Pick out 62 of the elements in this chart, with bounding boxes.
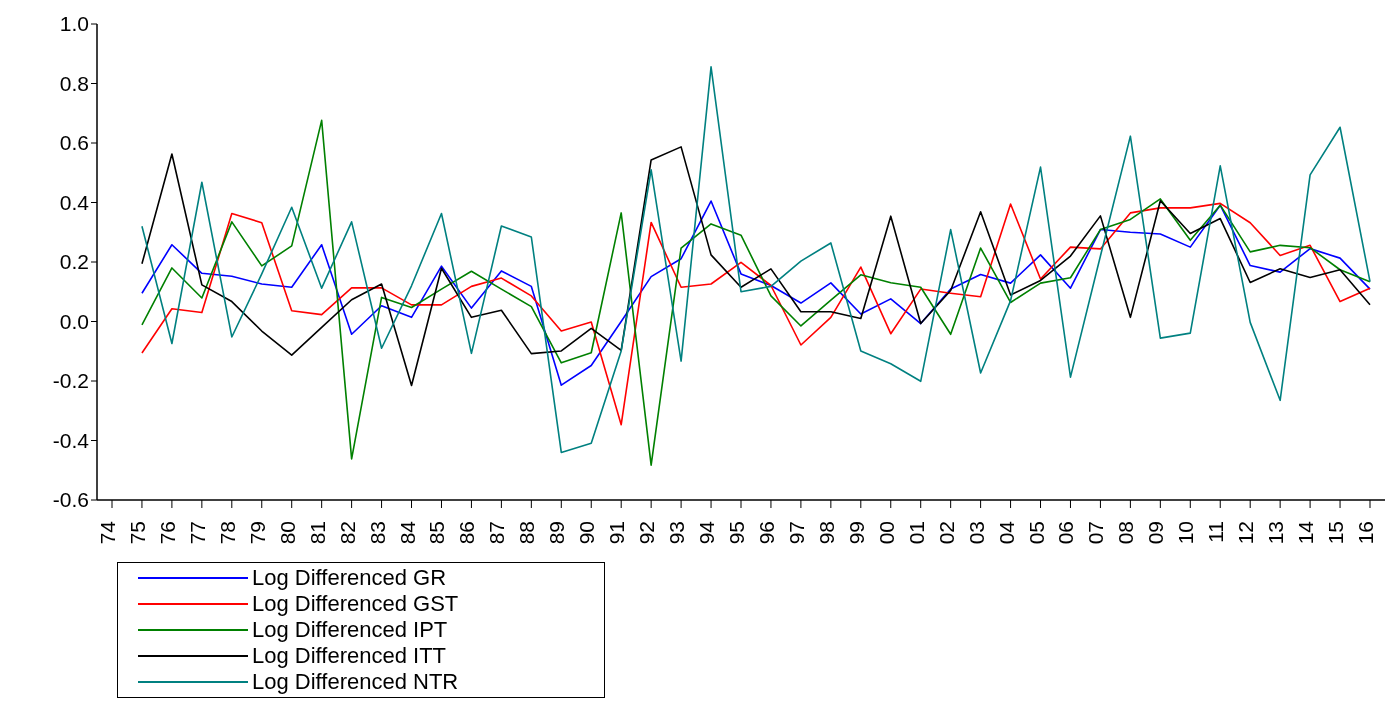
y-tick-label: 0.6 <box>59 131 89 155</box>
x-tick-label: 86 <box>455 521 479 545</box>
x-tick-label: 84 <box>395 520 419 545</box>
x-tick-label: 91 <box>605 521 629 545</box>
y-tick-label: 0.2 <box>59 250 89 274</box>
x-tick-label: 74 <box>96 520 119 545</box>
x-tick-label: 00 <box>874 521 898 545</box>
x-tick-label: 09 <box>1144 521 1168 545</box>
y-tick-label: 0.8 <box>59 71 89 95</box>
x-tick-label: 14 <box>1294 520 1318 545</box>
y-tick-label: -0.4 <box>52 428 90 452</box>
x-tick-label: 01 <box>904 521 928 545</box>
x-tick-label: 16 <box>1354 521 1377 545</box>
x-tick-label: 07 <box>1084 521 1108 545</box>
x-tick-label: 75 <box>125 521 149 545</box>
x-tick-label: 80 <box>275 521 299 545</box>
x-tick-label: 15 <box>1324 521 1348 545</box>
y-tick-label: -0.6 <box>52 488 89 512</box>
x-tick-label: 08 <box>1114 521 1138 545</box>
x-tick-label: 77 <box>185 521 209 545</box>
y-tick-label: 1.0 <box>59 12 89 36</box>
x-tick-label: 03 <box>964 521 988 545</box>
x-tick-label: 12 <box>1234 521 1258 545</box>
x-tick-label: 88 <box>515 521 539 545</box>
line-series <box>141 200 1371 386</box>
x-tick-label: 82 <box>335 521 359 545</box>
x-tick-label: 81 <box>305 521 329 545</box>
x-tick-label: 95 <box>725 521 748 545</box>
x-tick-label: 97 <box>784 521 808 545</box>
x-tick-label: 10 <box>1174 521 1198 545</box>
x-tick-label: 99 <box>844 521 868 545</box>
legend-label: Log Differenced ITT <box>252 643 447 669</box>
x-tick-label: 05 <box>1024 521 1048 545</box>
x-tick-label: 87 <box>485 521 509 545</box>
x-tick-label: 79 <box>245 521 269 545</box>
x-tick-label: 85 <box>425 521 449 545</box>
x-tick-label: 76 <box>155 521 179 545</box>
legend-label: Log Differenced GR <box>252 565 447 591</box>
legend-label: Log Differenced IPT <box>252 617 448 643</box>
x-tick-label: 11 <box>1204 521 1228 543</box>
x-tick-label: 04 <box>994 520 1018 545</box>
x-tick-label: 93 <box>665 521 689 545</box>
x-tick-label: 89 <box>545 521 569 545</box>
y-tick-label: 0.0 <box>59 309 89 333</box>
line-series <box>141 146 1371 387</box>
y-tick-label: 0.4 <box>59 190 90 214</box>
line-series <box>141 202 1371 426</box>
line-series <box>141 66 1371 454</box>
x-tick-label: 06 <box>1054 521 1078 545</box>
x-tick-label: 83 <box>365 521 389 545</box>
x-tick-label: 78 <box>215 521 239 545</box>
x-tick-label: 13 <box>1264 521 1288 545</box>
x-tick-label: 92 <box>635 521 659 545</box>
y-tick-label: -0.2 <box>52 369 89 393</box>
x-tick-label: 94 <box>695 520 719 545</box>
legend-label: Log Differenced NTR <box>252 669 459 695</box>
line-series <box>141 119 1371 466</box>
legend-label: Log Differenced GST <box>252 591 459 617</box>
x-tick-label: 90 <box>575 521 599 545</box>
x-tick-label: 96 <box>754 521 778 545</box>
x-tick-label: 02 <box>934 521 958 545</box>
x-tick-label: 98 <box>814 521 838 545</box>
